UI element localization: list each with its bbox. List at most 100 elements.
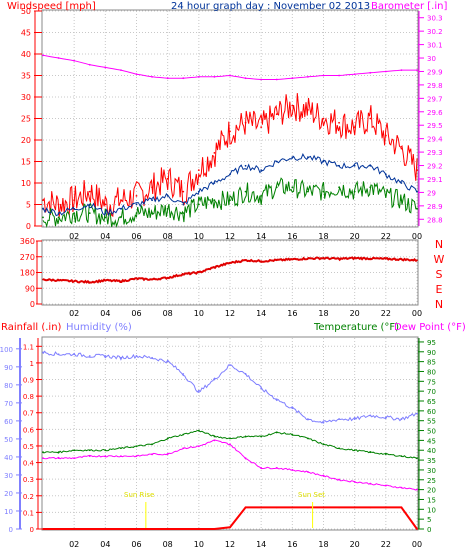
temp-y-tick-label: 45 xyxy=(427,437,436,445)
temp-y-tick-label: 60 xyxy=(427,408,436,416)
wind-avg-point xyxy=(197,190,200,193)
dewpoint-point xyxy=(369,482,372,485)
rainfall-point xyxy=(182,528,185,530)
dewpoint-point xyxy=(166,453,169,456)
wind-gust-point xyxy=(400,147,403,150)
barometer-point xyxy=(307,75,309,78)
barometer-point xyxy=(384,70,387,73)
wind-min-point xyxy=(120,216,122,219)
compass-label: E xyxy=(436,283,443,296)
wind-y-tick-label: 45 xyxy=(21,29,31,38)
rain-y-tick-label: 0.6 xyxy=(23,426,35,434)
baro-y-tick-label: 30.1 xyxy=(427,42,443,50)
dir-x-tick-label: 04 xyxy=(100,309,110,318)
barometer-point xyxy=(291,77,294,80)
wind-min-point xyxy=(135,212,138,215)
wind-gust-point xyxy=(135,195,138,197)
humidity-point xyxy=(291,407,294,410)
rainfall-point xyxy=(57,528,60,530)
dewpoint-point xyxy=(338,478,340,481)
wind-gust-point xyxy=(213,152,216,154)
temperature-point xyxy=(229,437,231,440)
rainfall-point xyxy=(275,506,278,509)
wind-avg-point xyxy=(73,207,76,210)
wind-min-point xyxy=(213,199,216,202)
wind-min-point xyxy=(151,212,153,215)
wind-gust-point xyxy=(260,126,263,128)
wind-gust-point xyxy=(307,109,309,111)
wind-avg-point xyxy=(275,160,278,163)
dir-x-tick-label: 22 xyxy=(381,309,391,318)
temp-y-tick-label: 20 xyxy=(427,487,436,495)
wind-direction-point xyxy=(384,257,387,260)
temp-x-tick-label: 14 xyxy=(256,540,266,549)
humidity-point xyxy=(73,353,76,356)
dir-x-tick-label: 10 xyxy=(194,309,204,318)
wind-direction-point xyxy=(244,259,247,262)
rainfall-point xyxy=(73,528,76,530)
dewpoint-point xyxy=(73,457,76,460)
dewpoint-point xyxy=(244,457,247,460)
wind-y-tick-label: 30 xyxy=(21,93,31,102)
humidity-y-tick-label: 100 xyxy=(0,346,13,354)
wind-min-point xyxy=(182,212,185,215)
wind-direction-point xyxy=(120,280,122,283)
temp-x-tick-label: 06 xyxy=(131,540,141,549)
temperature-point xyxy=(291,433,294,436)
temperature-axis-title: Temperature (°F) xyxy=(313,322,399,333)
barometer-point xyxy=(229,74,231,77)
dewpoint-point xyxy=(400,486,403,489)
wind-direction-point xyxy=(369,257,372,260)
barometer-point xyxy=(120,69,122,72)
baro-y-tick-label: 29.5 xyxy=(427,122,443,130)
wind-gust-point xyxy=(291,104,294,107)
wind-avg-point xyxy=(104,212,107,215)
wind-gust-point xyxy=(151,186,153,189)
temperature-point xyxy=(197,429,200,432)
barometer-point xyxy=(135,73,138,76)
temperature-point xyxy=(369,451,372,454)
rain-y-tick-label: 1.1 xyxy=(23,343,34,351)
graph-title: 24 hour graph day : November 02 2013 xyxy=(171,1,370,12)
humidity-y-tick-label: 80 xyxy=(4,382,13,390)
temperature-point xyxy=(135,445,138,448)
wind-min-point xyxy=(104,216,107,219)
wind-avg-point xyxy=(88,203,91,206)
humidity-y-tick-label: 0 xyxy=(9,526,13,534)
wind-x-tick-label: 12 xyxy=(225,232,235,241)
baro-y-tick-label: 28.9 xyxy=(427,203,443,211)
rain-y-tick-label: 0.8 xyxy=(23,393,34,401)
rainfall-point xyxy=(135,528,138,530)
barometer-point xyxy=(104,66,107,69)
wind-direction-point xyxy=(291,258,294,261)
wind-min-point xyxy=(307,190,309,193)
rainfall-point xyxy=(197,528,200,530)
dir-y-tick-label: 0 xyxy=(30,300,35,309)
wind-avg-point xyxy=(400,182,403,184)
wind-y-tick-label: 40 xyxy=(21,50,31,59)
dir-x-tick-label: 08 xyxy=(163,309,173,318)
rain-y-tick-label: 1 xyxy=(30,360,34,368)
rainfall-point xyxy=(166,528,169,530)
wind-x-tick-label: 18 xyxy=(318,232,328,241)
humidity-point xyxy=(166,360,169,363)
compass-label: N xyxy=(435,238,443,251)
rainfall-point xyxy=(400,506,403,509)
wind-avg-point xyxy=(291,156,294,159)
dir-y-tick-label: 360 xyxy=(20,237,35,246)
rainfall-point xyxy=(151,528,153,530)
wind-y-tick-label: 20 xyxy=(21,136,31,145)
temp-x-tick-label: 12 xyxy=(225,540,235,549)
humidity-point xyxy=(353,418,356,420)
wind-min-point xyxy=(229,199,231,202)
rain-y-tick-label: 0.7 xyxy=(23,410,34,418)
wind-direction-point xyxy=(260,260,263,263)
wind-min-point xyxy=(291,186,294,189)
wind-direction-point xyxy=(307,257,309,260)
wind-direction-point xyxy=(275,259,278,262)
baro-y-tick-label: 29.2 xyxy=(427,163,443,171)
wind-direction-point xyxy=(322,257,325,260)
wind-avg-point xyxy=(260,169,263,172)
dir-x-tick-label: 06 xyxy=(131,309,141,318)
